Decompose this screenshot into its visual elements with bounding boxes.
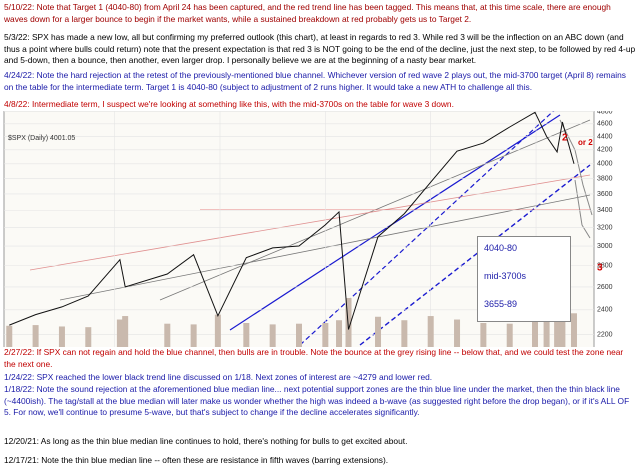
volume-bar <box>454 319 461 348</box>
volume-bar <box>214 314 221 348</box>
volume-bar <box>164 323 171 348</box>
y-tick-label: 4400 <box>597 133 613 140</box>
target-label: 3655-89 <box>484 299 518 309</box>
note: 5/3/22: SPX has made a new low, all but … <box>3 32 637 67</box>
y-tick-label: 4800 <box>597 109 613 116</box>
y-tick-label: 2600 <box>597 284 613 291</box>
volume-bar <box>296 323 302 348</box>
note: 12/17/21: Note the thin blue median line… <box>3 455 637 467</box>
y-tick-label: 2400 <box>597 307 613 314</box>
volume-bar <box>375 316 382 348</box>
volume-bar <box>58 326 65 348</box>
note: 5/10/22: Note that Target 1 (4040-80) fr… <box>3 2 637 25</box>
wave-label: 3 <box>597 263 603 274</box>
volume-bar <box>570 313 577 348</box>
target-label: 4040-80 <box>484 243 518 253</box>
note: 12/20/21: As long as the thin blue media… <box>3 436 637 448</box>
wave-label: 2 <box>562 133 568 144</box>
y-tick-label: 3200 <box>597 224 613 231</box>
volume-bar <box>401 320 408 348</box>
note: 4/24/22: Note the hard rejection at the … <box>3 70 637 93</box>
note: 1/24/22: SPX reached the lower black tre… <box>3 372 637 384</box>
note: 4/8/22: Intermediate term, I suspect we'… <box>3 99 637 111</box>
volume-bar <box>6 325 13 348</box>
volume-bar <box>345 298 352 348</box>
volume-bar <box>190 324 197 348</box>
y-tick-label: 3400 <box>597 207 613 214</box>
note: 1/18/22: Note the sound rejection at the… <box>3 384 637 419</box>
target-box: 4040-80 mid-3700s 3655-89 <box>477 236 571 322</box>
price-line <box>9 111 575 330</box>
volume-bar <box>554 316 561 348</box>
y-tick-label: 4000 <box>597 161 613 168</box>
volume-bar <box>336 320 343 348</box>
y-tick-label: 3600 <box>597 191 613 198</box>
volume-bar <box>532 320 538 348</box>
volume-bar <box>480 323 487 348</box>
target-label: mid-3700s <box>484 271 527 281</box>
chart-title: $SPX (Daily) 4001.05 <box>8 135 75 142</box>
volume-bar <box>243 323 250 348</box>
volume-bar <box>427 316 434 348</box>
wave-label: or 2 <box>578 138 593 147</box>
volume-bar <box>32 325 39 348</box>
volume-bar <box>506 323 513 348</box>
note: 2/27/22: If SPX can not regain and hold … <box>3 347 637 370</box>
y-tick-label: 4200 <box>597 147 613 154</box>
volume-bar <box>269 324 276 348</box>
y-tick-label: 3000 <box>597 243 613 250</box>
y-tick-label: 4600 <box>597 121 613 128</box>
volume-bar <box>85 327 92 348</box>
volume-bar <box>122 316 129 348</box>
volume-bar <box>559 318 566 348</box>
y-tick-label: 2800 <box>597 263 613 270</box>
volume-bar <box>543 313 550 348</box>
volume-bar <box>322 323 329 348</box>
volume-bar <box>116 319 123 348</box>
y-tick-label: 3800 <box>597 175 613 182</box>
y-tick-label: 2200 <box>597 332 613 339</box>
